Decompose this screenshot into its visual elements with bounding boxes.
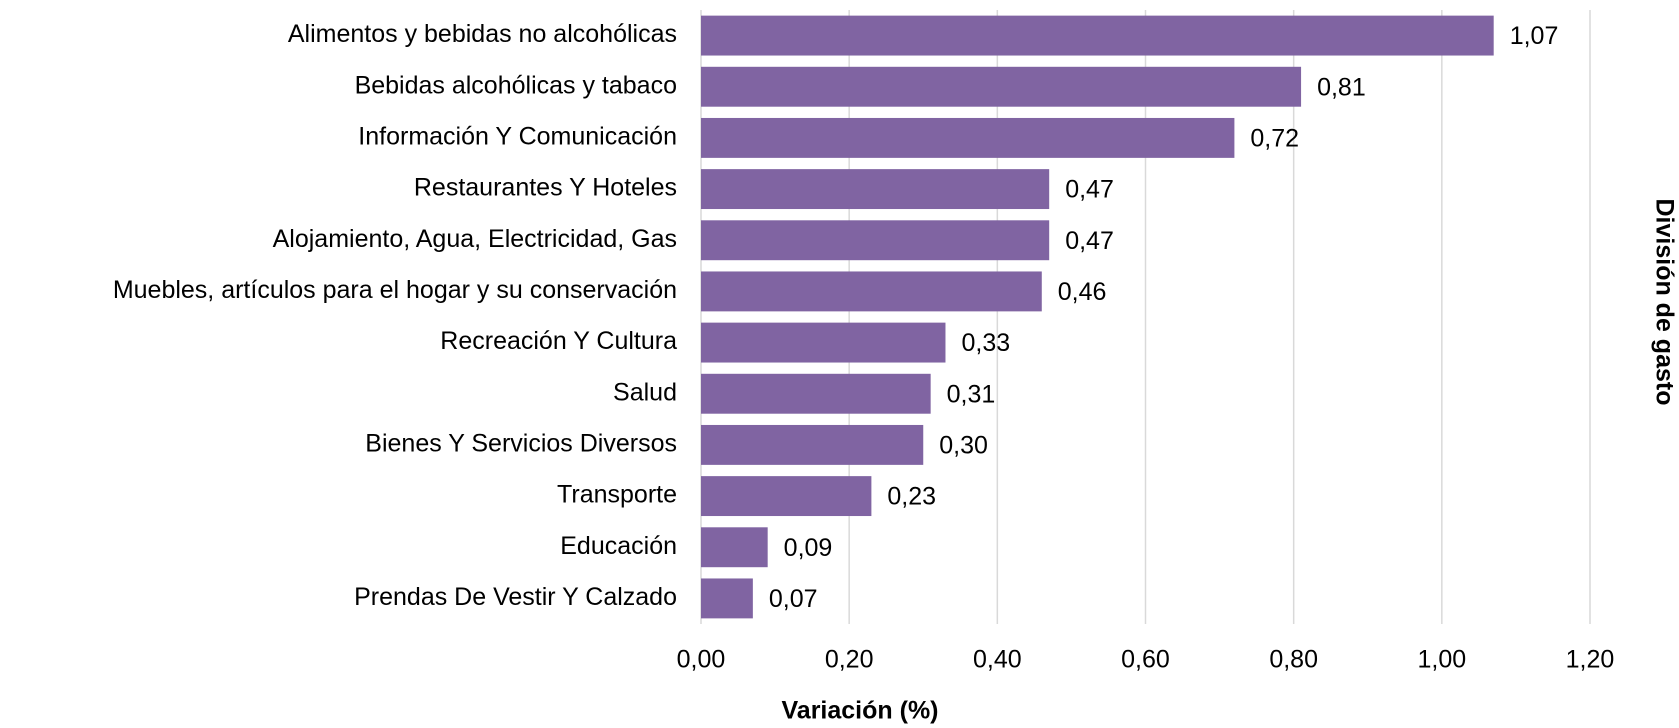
y-tick-label: Muebles, artículos para el hogar y su co… bbox=[113, 276, 677, 304]
bar bbox=[701, 15, 1494, 56]
bar bbox=[701, 66, 1302, 107]
data-label: 0,47 bbox=[1065, 227, 1114, 255]
data-label: 0,33 bbox=[961, 329, 1010, 357]
bar bbox=[701, 373, 931, 414]
data-label: 0,47 bbox=[1065, 176, 1114, 204]
x-tick-label: 0,60 bbox=[1121, 646, 1170, 674]
data-label: 0,31 bbox=[947, 380, 996, 408]
bar bbox=[701, 169, 1050, 210]
y-tick-label: Alimentos y bebidas no alcohólicas bbox=[288, 20, 677, 48]
x-tick-label: 1,00 bbox=[1417, 646, 1466, 674]
y-tick-label: Bienes Y Servicios Diversos bbox=[365, 430, 677, 458]
data-label: 0,23 bbox=[887, 483, 936, 511]
x-tick-label: 0,40 bbox=[973, 646, 1022, 674]
y-axis-title: División de gasto bbox=[1650, 199, 1678, 406]
x-tick-label: 1,20 bbox=[1566, 646, 1615, 674]
bar bbox=[701, 476, 872, 517]
data-label: 1,07 bbox=[1510, 22, 1559, 50]
y-tick-label: Restaurantes Y Hoteles bbox=[414, 174, 677, 202]
y-tick-label: Prendas De Vestir Y Calzado bbox=[354, 583, 677, 611]
bar bbox=[701, 578, 753, 619]
bar bbox=[701, 271, 1042, 312]
y-tick-label: Información Y Comunicación bbox=[358, 123, 677, 151]
data-label: 0,72 bbox=[1250, 125, 1299, 153]
x-tick-label: 0,20 bbox=[825, 646, 874, 674]
y-tick-label: Bebidas alcohólicas y tabaco bbox=[355, 71, 677, 99]
bar bbox=[701, 220, 1050, 261]
bar bbox=[701, 424, 924, 465]
x-tick-label: 0,00 bbox=[677, 646, 726, 674]
y-tick-label: Transporte bbox=[557, 481, 677, 509]
data-label: 0,30 bbox=[939, 432, 988, 460]
data-label: 0,07 bbox=[769, 585, 818, 613]
bar bbox=[701, 322, 946, 363]
y-tick-label: Recreación Y Cultura bbox=[440, 327, 677, 355]
y-tick-label: Educación bbox=[560, 532, 677, 560]
data-label: 0,09 bbox=[784, 534, 833, 562]
y-tick-label: Alojamiento, Agua, Electricidad, Gas bbox=[273, 225, 677, 253]
bar bbox=[701, 527, 768, 568]
y-tick-label: Salud bbox=[613, 378, 677, 406]
data-label: 0,46 bbox=[1058, 278, 1107, 306]
x-axis-title: Variación (%) bbox=[782, 697, 939, 725]
data-label: 0,81 bbox=[1317, 73, 1366, 101]
x-tick-label: 0,80 bbox=[1269, 646, 1318, 674]
bar bbox=[701, 117, 1235, 158]
